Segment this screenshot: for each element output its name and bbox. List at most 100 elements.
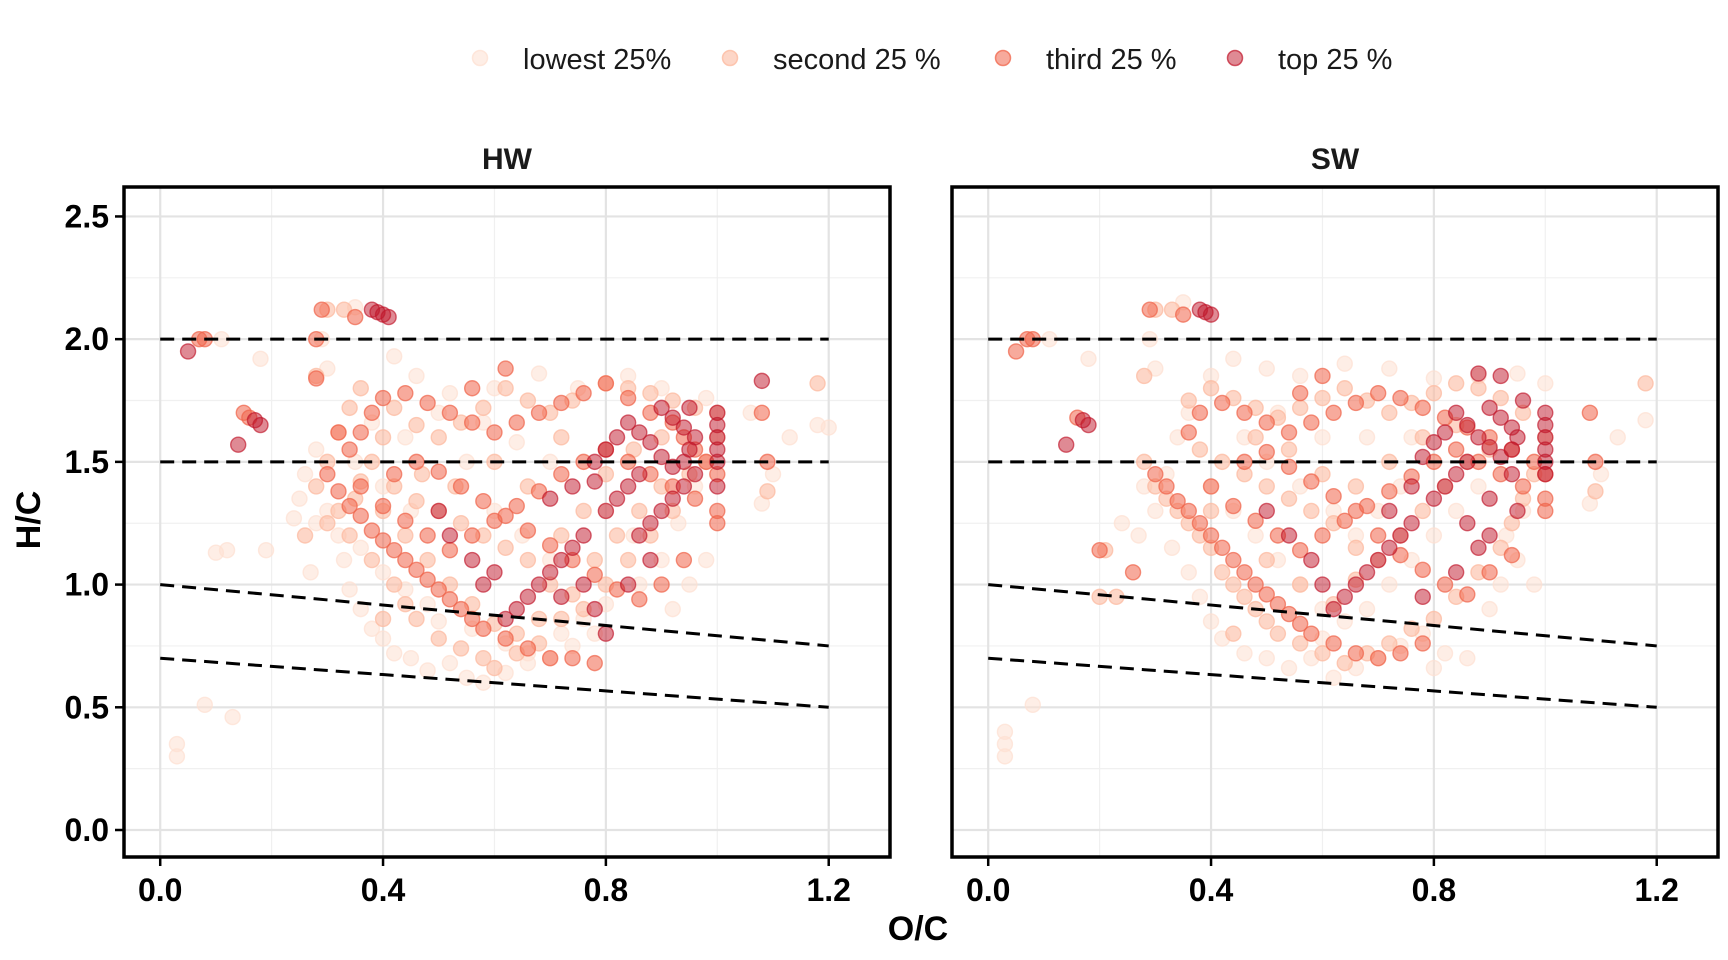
data-point <box>619 576 637 593</box>
data-point <box>402 650 420 667</box>
data-point <box>497 539 514 556</box>
reference-lines <box>988 337 1657 709</box>
x-tick-label: 1.2 <box>806 872 850 908</box>
data-point <box>553 394 570 412</box>
data-point <box>1347 539 1365 556</box>
data-point <box>1392 546 1409 564</box>
data-point <box>341 527 358 544</box>
dashed-reference-line <box>160 656 829 709</box>
data-point <box>335 301 353 318</box>
legend: lowest 25% second 25 % third 25 % top 25 % <box>471 44 1392 76</box>
data-point <box>1369 384 1387 402</box>
reference-lines <box>160 337 829 709</box>
data-point <box>385 348 403 365</box>
data-point <box>441 542 459 559</box>
data-point <box>1202 527 1220 544</box>
data-point <box>996 723 1014 741</box>
data-point <box>363 551 381 569</box>
data-point <box>1236 404 1253 421</box>
data-point <box>564 478 581 495</box>
data-point <box>296 465 314 483</box>
data-point <box>385 576 403 593</box>
data-point <box>820 419 837 436</box>
data-point <box>541 650 559 667</box>
data-point <box>541 537 559 554</box>
data-point <box>1080 416 1097 434</box>
data-point <box>1492 539 1509 556</box>
data-point <box>419 551 436 569</box>
data-point <box>486 659 503 677</box>
data-point <box>1459 416 1476 434</box>
data-point <box>1481 527 1498 544</box>
data-point <box>1247 429 1264 446</box>
data-point <box>1135 367 1153 385</box>
data-point <box>1347 576 1365 593</box>
data-point <box>530 576 548 593</box>
data-point <box>452 515 470 532</box>
data-point <box>681 576 698 593</box>
data-point <box>1436 424 1454 441</box>
data-point <box>374 497 392 515</box>
data-point <box>586 551 603 569</box>
data-point <box>1336 355 1353 372</box>
data-point <box>497 380 514 397</box>
data-point <box>196 696 213 714</box>
data-point <box>1191 588 1209 606</box>
data-point <box>1280 441 1298 458</box>
data-point <box>675 478 693 495</box>
legend-item: lowest 25% <box>471 44 671 76</box>
data-point <box>1481 564 1498 581</box>
data-point <box>1503 465 1521 483</box>
data-point <box>1202 502 1220 520</box>
data-point <box>575 384 592 402</box>
data-point <box>586 600 603 618</box>
data-point <box>419 394 436 412</box>
data-point <box>1369 527 1387 544</box>
data-point <box>1514 478 1532 495</box>
data-point <box>781 429 798 446</box>
data-point <box>519 522 537 539</box>
dashed-reference-line <box>988 656 1657 709</box>
data-point <box>530 483 548 500</box>
data-point <box>653 399 670 417</box>
data-point <box>497 507 514 525</box>
data-point <box>1247 576 1264 593</box>
data-point <box>1174 306 1192 323</box>
data-point <box>697 389 715 407</box>
data-point <box>597 465 615 483</box>
data-point <box>1369 650 1387 667</box>
data-point <box>441 591 459 608</box>
data-point <box>397 551 414 569</box>
data-point <box>1336 654 1353 672</box>
data-point <box>441 384 459 402</box>
data-point <box>1113 515 1131 532</box>
data-point <box>553 527 570 544</box>
data-point <box>397 512 414 529</box>
data-point <box>575 502 592 520</box>
data-point <box>374 389 392 407</box>
data-point <box>508 414 525 431</box>
x-tick-label: 0.8 <box>584 872 628 908</box>
data-point <box>1414 635 1431 652</box>
data-point <box>430 630 447 647</box>
data-point <box>1213 394 1231 412</box>
legend-label: top 25 % <box>1278 44 1392 76</box>
data-point <box>441 527 459 544</box>
y-tick-label: 1.0 <box>65 567 109 603</box>
legend-key-marker <box>1226 49 1244 67</box>
data-point <box>586 566 603 583</box>
data-point <box>1258 443 1275 461</box>
data-point <box>1202 613 1220 630</box>
data-point <box>597 375 615 392</box>
data-point <box>664 600 681 618</box>
data-point <box>252 350 269 367</box>
data-point <box>1470 380 1487 397</box>
data-point <box>419 571 436 588</box>
data-point <box>1258 502 1275 520</box>
data-point <box>631 424 648 441</box>
data-point <box>419 662 436 679</box>
data-point <box>1291 399 1309 417</box>
data-point <box>1291 384 1309 402</box>
data-point <box>1637 375 1654 392</box>
